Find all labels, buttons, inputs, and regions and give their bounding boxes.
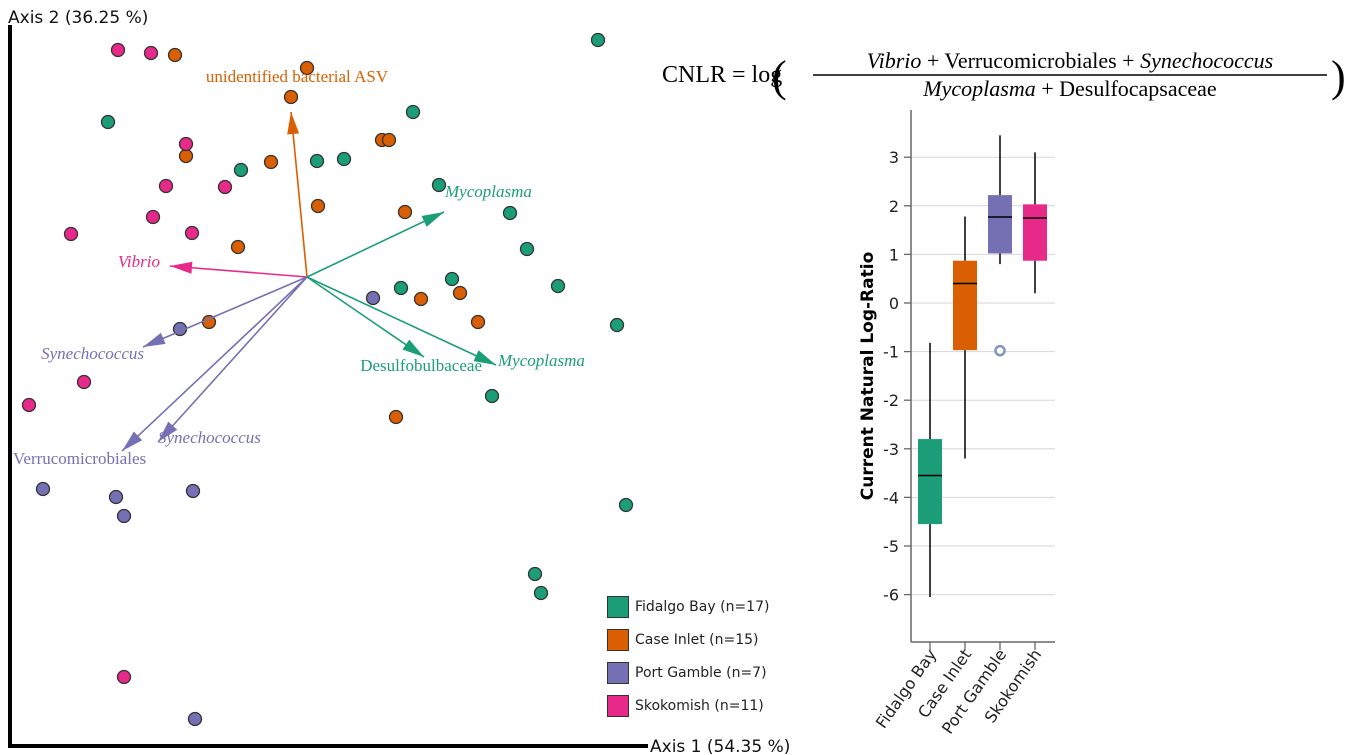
sample-point — [431, 177, 447, 193]
loading-arrowhead — [421, 212, 444, 227]
legend-swatch — [607, 661, 629, 684]
loading-label: unidentified bacterial ASV — [206, 67, 389, 86]
loading-arrowhead — [402, 339, 424, 357]
legend-label: Fidalgo Bay (n=17) — [635, 598, 770, 615]
formula-denominator: Mycoplasma + Desulfocapsaceae — [922, 76, 1216, 101]
y-axis-title: Axis 2 (36.25 %) — [8, 8, 148, 28]
sample-point — [590, 32, 606, 48]
formula-open-paren: ( — [772, 52, 787, 101]
loading-label: Vibrio — [118, 252, 160, 271]
sample-point — [233, 162, 249, 178]
legend-item: Skokomish (n=11) — [607, 689, 769, 722]
sample-point — [143, 45, 159, 61]
sample-point — [413, 291, 429, 307]
loading-arrow — [169, 265, 308, 278]
sample-point — [527, 566, 543, 582]
sample-point — [310, 198, 326, 214]
sample-point — [108, 489, 124, 505]
loading-arrow — [306, 276, 425, 358]
sample-point — [484, 388, 500, 404]
loading-label: Synechococcus — [41, 344, 144, 363]
loading-arrow — [306, 211, 445, 278]
sample-point — [263, 154, 279, 170]
sample-point — [116, 669, 132, 685]
sample-point — [336, 151, 352, 167]
sample-point — [230, 239, 246, 255]
sample-point — [178, 148, 194, 164]
sample-point — [185, 483, 201, 499]
sample-point — [393, 280, 409, 296]
loading-arrowhead — [473, 350, 496, 365]
sample-point — [35, 481, 51, 497]
legend-swatch — [607, 595, 629, 618]
points-layer — [21, 32, 634, 727]
sample-point — [533, 585, 549, 601]
sample-point — [550, 278, 566, 294]
sample-point — [167, 47, 183, 63]
sample-point — [217, 179, 233, 195]
sample-point — [299, 60, 315, 76]
loading-arrowhead — [287, 112, 300, 135]
sample-point — [309, 153, 325, 169]
legend-item: Fidalgo Bay (n=17) — [607, 590, 769, 623]
loading-arrow — [290, 111, 308, 278]
loading-arrow — [306, 276, 497, 366]
legend-item: Case Inlet (n=15) — [607, 623, 769, 656]
sample-point — [184, 225, 200, 241]
sample-point — [470, 314, 486, 330]
sample-point — [178, 136, 194, 152]
sample-point — [116, 508, 132, 524]
loading-label: Mycoplasma — [444, 182, 532, 201]
sample-point — [145, 209, 161, 225]
loading-arrowhead — [170, 261, 193, 274]
loadings-layer: unidentified bacterial ASV Mycoplasma Vibr… — [13, 67, 585, 468]
sample-point — [405, 104, 421, 120]
legend-swatch — [607, 628, 629, 651]
sample-point — [187, 711, 203, 727]
legend: Fidalgo Bay (n=17) Case Inlet (n=15) Por… — [607, 590, 769, 722]
sample-point — [283, 89, 299, 105]
sample-point — [365, 290, 381, 306]
loading-arrow — [157, 276, 308, 443]
formula-lhs: CNLR = log — [662, 62, 782, 88]
sample-point — [519, 241, 535, 257]
formula-close-paren: ) — [1331, 52, 1346, 101]
formula-numerator: Vibrio + Verrucomicrobiales + Synechococ… — [867, 48, 1273, 73]
sample-point — [110, 42, 126, 58]
sample-point — [502, 205, 518, 221]
legend-label: Port Gamble (n=7) — [635, 664, 767, 681]
sample-point — [100, 114, 116, 130]
sample-point — [381, 132, 397, 148]
sample-point — [444, 271, 460, 287]
x-axis-title: Axis 1 (54.35 %) — [650, 737, 790, 755]
sample-point — [76, 374, 92, 390]
loading-label: Mycoplasma — [497, 351, 585, 370]
sample-point — [618, 497, 634, 513]
sample-point — [21, 397, 37, 413]
sample-point — [452, 285, 468, 301]
legend-item: Port Gamble (n=7) — [607, 656, 769, 689]
loading-arrow — [121, 276, 308, 452]
loading-label: Synechococcus — [158, 428, 261, 447]
loading-arrowhead — [158, 421, 178, 442]
loading-label: Desulfobulbaceae — [360, 356, 482, 375]
loading-arrow — [142, 276, 308, 348]
sample-point — [158, 178, 174, 194]
legend-swatch — [607, 694, 629, 717]
legend-label: Skokomish (n=11) — [635, 697, 764, 714]
loading-label: Verrucomicrobiales — [13, 449, 146, 468]
legend-label: Case Inlet (n=15) — [635, 631, 759, 648]
sample-point — [388, 409, 404, 425]
loading-arrowhead — [122, 431, 143, 451]
sample-point — [397, 204, 413, 220]
sample-point — [609, 317, 625, 333]
cnlr-formula: CNLR = log ( Vibrio + Verrucomicrobiales… — [662, 48, 1346, 101]
sample-point — [63, 226, 79, 242]
loading-arrowhead — [143, 332, 166, 347]
